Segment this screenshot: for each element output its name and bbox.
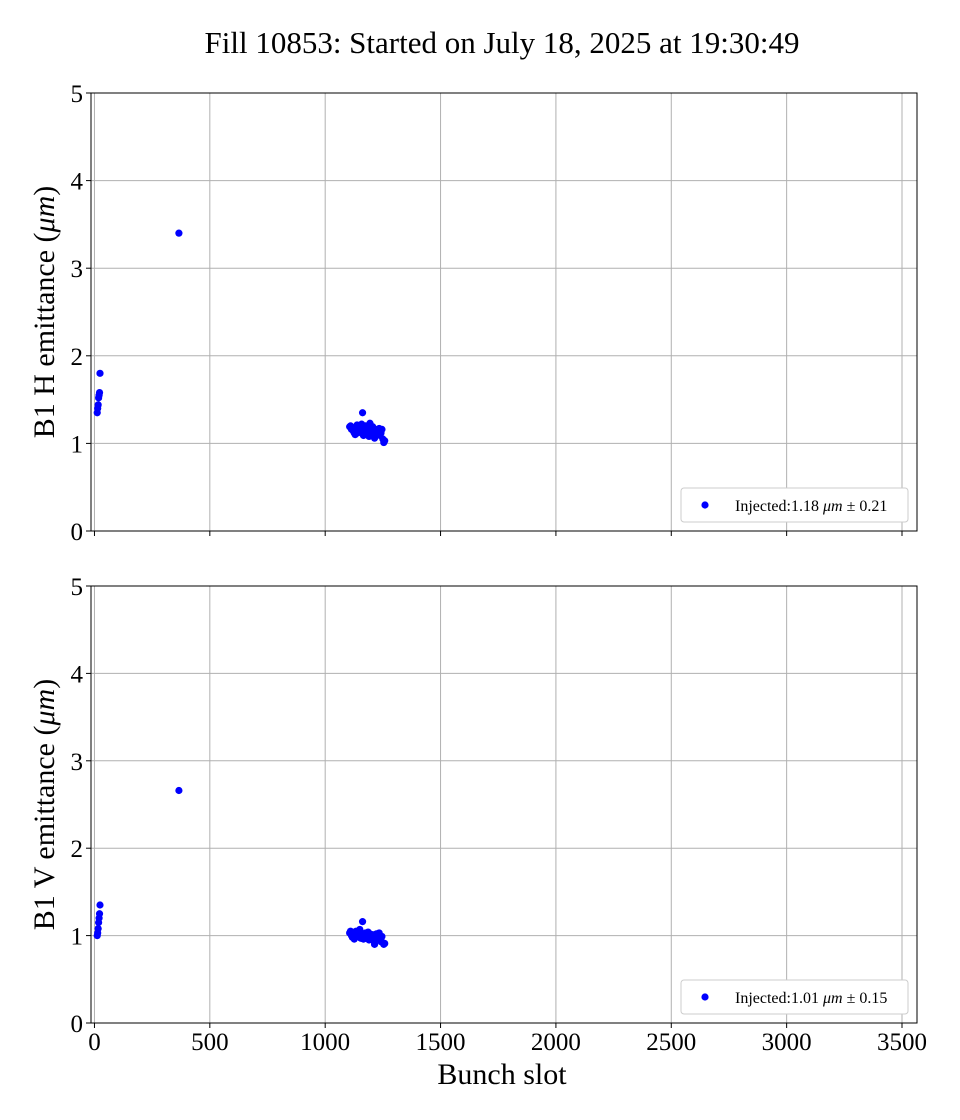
data-point [378,425,386,433]
axes-frame [90,92,918,532]
data-point [95,388,104,397]
y-tick-label: 2 [71,344,84,371]
data-point [94,925,102,933]
legend: Injected:1.01 μm ± 0.15 [680,979,909,1015]
y-tick-label: 0 [71,1011,84,1038]
data-point [94,401,102,409]
data-point [96,901,104,909]
y-tick-label: 4 [71,169,84,196]
subplot-2: 0 500 1000 1500 2000 2500 3000 3500 0 1 2 3 4 5 B1 V e… [28,574,927,1056]
legend-box [680,979,909,1015]
legend-box [680,487,909,523]
y-axis-label: B1 H emittance (μm) [28,186,61,439]
x-axis-label: Bunch slot [437,1058,567,1091]
data-point [175,229,183,237]
y-tick-label: 1 [71,431,84,458]
x-tick-label: 2000 [531,1029,581,1056]
x-tick-label: 500 [191,1029,229,1056]
legend-label: Injected:1.18 μm ± 0.21 [735,498,887,515]
axes-frame [90,585,918,1024]
y-tick-label: 5 [71,574,84,601]
data-point [381,939,389,948]
y-tick-label: 3 [71,749,84,776]
y-tick-label: 5 [71,81,84,108]
y-tick-label: 2 [71,836,84,863]
legend-label: Injected:1.01 μm ± 0.15 [735,990,887,1007]
x-tick-label: 3000 [762,1029,812,1056]
data-point [95,910,104,918]
legend-marker [701,501,709,509]
data-point [381,437,389,445]
subplots: 0 1 2 3 4 5 B1 H emittance (μm) Injected:1.18 μ… [28,81,927,1056]
y-axis-label: B1 V emittance (μm) [28,679,61,930]
legend: Injected:1.18 μm ± 0.21 [680,487,909,523]
y-tick-label: 1 [71,924,84,951]
data-point [378,932,386,941]
y-tick-label: 0 [71,519,84,546]
x-tick-label: 2500 [646,1029,696,1056]
data-point [358,409,367,417]
x-tick-label: 1500 [416,1029,466,1056]
subplot-1: 0 1 2 3 4 5 B1 H emittance (μm) Injected:1.18 μ… [28,81,918,546]
legend-marker [701,993,709,1001]
data-point [96,369,104,377]
data-point [358,918,367,926]
x-tick-label: 1000 [300,1029,350,1056]
x-tick-label: 0 [88,1029,101,1056]
x-tick-label: 3500 [877,1029,927,1056]
data-points [93,786,389,948]
data-point [175,786,183,795]
y-tick-label: 4 [71,661,84,688]
y-tick-label: 3 [71,256,84,283]
data-points [93,229,389,447]
figure-title: Fill 10853: Started on July 18, 2025 at … [204,25,799,60]
